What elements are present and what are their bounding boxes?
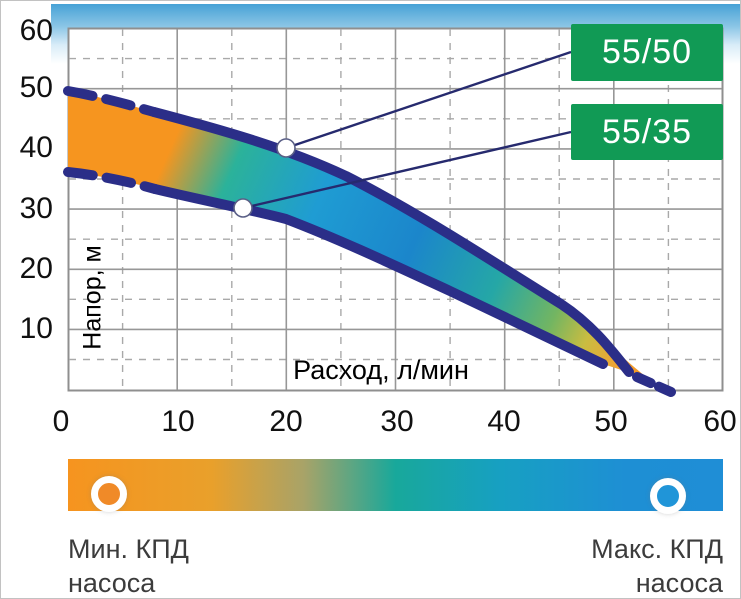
y-tick-30: 30	[19, 192, 53, 225]
min-efficiency-label-line1: Мин. КПД	[68, 534, 189, 564]
callout-label-5550: 55/50	[571, 24, 723, 81]
max-efficiency-label-line1: Макс. КПД	[591, 534, 723, 564]
y-tick-50: 50	[19, 71, 53, 104]
curve-5535-solid	[150, 184, 608, 369]
x-tick-60: 60	[703, 405, 737, 438]
efficiency-band-fill	[68, 91, 649, 379]
efficiency-gradient-bar	[68, 459, 723, 511]
x-tick-30: 30	[380, 405, 414, 438]
max-efficiency-dot	[650, 478, 686, 514]
y-tick-10: 10	[19, 312, 53, 345]
marker-dot-5535	[233, 198, 253, 218]
x-tick-50: 50	[594, 405, 628, 438]
min-efficiency-dot	[91, 476, 127, 512]
curve-5550-dashed-end	[632, 372, 676, 397]
x-tick-40: 40	[487, 405, 521, 438]
min-efficiency-label-line2: насоса	[68, 568, 156, 598]
curve-5550-dashed-start	[63, 86, 159, 117]
curve-5535-dashed-start	[63, 167, 160, 194]
x-tick-20: 20	[269, 405, 303, 438]
y-axis-title: Напор, м	[78, 245, 107, 350]
x-axis-title: Расход, л/мин	[293, 355, 469, 385]
y-tick-40: 40	[19, 131, 53, 164]
y-tick-20: 20	[19, 252, 53, 285]
callout-label-5535: 55/35	[571, 104, 723, 160]
min-efficiency-label: Мин. КПД насоса	[68, 532, 189, 598]
max-efficiency-label-line2: насоса	[635, 568, 723, 598]
max-efficiency-label: Макс. КПД насоса	[501, 532, 723, 598]
y-tick-60: 60	[19, 14, 53, 47]
callout-leader-lines	[242, 50, 572, 210]
marker-dot-5550	[276, 138, 296, 158]
x-tick-0: 0	[52, 405, 70, 438]
x-tick-10: 10	[161, 405, 195, 438]
curve-5550-solid	[149, 107, 634, 377]
